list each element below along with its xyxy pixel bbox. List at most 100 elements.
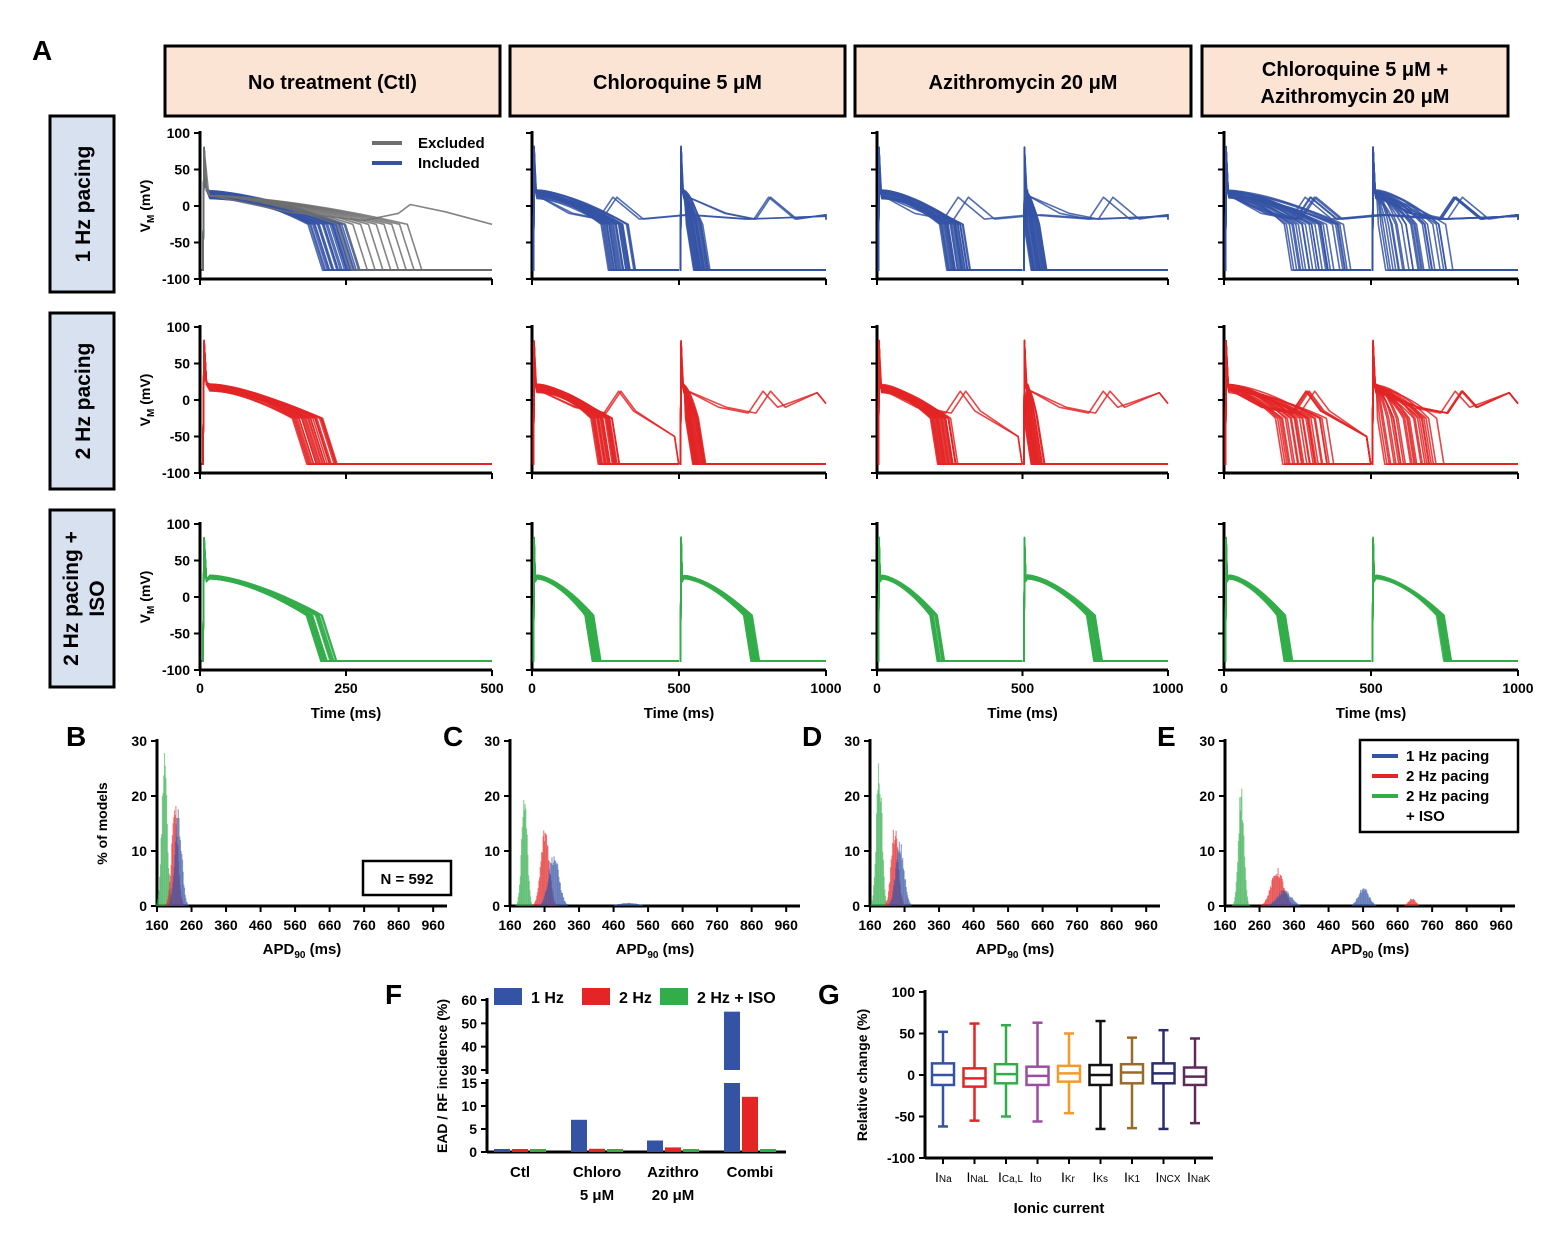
bar	[647, 1140, 663, 1152]
ap-trace	[1224, 536, 1371, 662]
y-tick-label: 0	[907, 1067, 915, 1083]
ap-trace	[532, 151, 679, 271]
histogram-series	[539, 856, 568, 906]
histogram-bar	[1235, 882, 1237, 906]
histogram-bar	[1366, 890, 1368, 906]
box-to	[1025, 1021, 1050, 1123]
ap-trace	[1371, 541, 1518, 662]
trace-group	[201, 146, 493, 271]
histogram-bar	[543, 899, 545, 906]
histogram-bar	[1280, 894, 1282, 906]
ead-trace	[1371, 342, 1519, 465]
n-label-box	[361, 859, 453, 897]
histogram-bar	[539, 867, 541, 906]
histogram-bar	[896, 859, 898, 906]
ap-trace	[877, 346, 1023, 465]
histogram-bar	[632, 903, 634, 906]
histogram-bar	[176, 836, 178, 906]
histogram-bar	[1357, 896, 1360, 906]
x-tick-label: 0	[1220, 680, 1228, 696]
histogram-bar	[560, 890, 562, 906]
y-tick-label: 40	[461, 1039, 477, 1055]
histogram-bar	[1265, 898, 1267, 906]
histogram-bar	[899, 851, 901, 906]
ap-trace	[201, 342, 492, 465]
histogram-bar	[634, 903, 636, 906]
histogram-bar	[1371, 901, 1373, 906]
ap-trace	[201, 539, 492, 662]
histogram-bar	[880, 802, 882, 906]
ap-trace	[532, 542, 679, 662]
histogram-bar	[1267, 895, 1269, 906]
histogram-bar	[180, 850, 182, 906]
y-tick-label: 60	[461, 992, 477, 1008]
x-axis-label: APD90 (ms)	[976, 941, 1055, 961]
ap-trace	[1224, 148, 1371, 271]
ead-trace	[1371, 148, 1519, 271]
box-label: IKr	[1061, 1169, 1076, 1185]
y-tick-label: 0	[1207, 898, 1215, 914]
histogram-bar	[161, 796, 163, 906]
histogram-bar	[552, 865, 554, 906]
ap-trace	[1023, 150, 1168, 271]
y-tick-label: 50	[174, 162, 190, 178]
histogram-bar	[173, 817, 175, 906]
histogram-bar	[540, 861, 542, 906]
y-tick-label: 10	[844, 843, 860, 859]
x-tick-label: 260	[180, 917, 204, 933]
ap-trace	[532, 541, 679, 662]
ap-trace	[532, 152, 679, 271]
histogram-bar	[1359, 893, 1361, 906]
histogram-bar	[892, 890, 894, 906]
histogram-bar	[546, 886, 548, 906]
ap-trace	[1371, 146, 1518, 271]
trace-group	[1224, 145, 1519, 271]
histogram-bar	[901, 860, 903, 906]
row-labels: 1 Hz pacing 2 Hz pacing 2 Hz pacing + ISO	[48, 114, 116, 689]
histogram-bar	[1292, 898, 1294, 906]
histogram-bar	[1415, 902, 1417, 906]
x-tick-label: 360	[214, 917, 238, 933]
y-axis-label: VM (mV)	[137, 571, 157, 624]
histogram-bar	[521, 839, 523, 906]
legend-swatch	[494, 988, 522, 1005]
panel-label-b: B	[66, 721, 86, 752]
histogram-bar	[618, 904, 620, 906]
histogram-bar	[519, 876, 521, 906]
histogram-bar	[1270, 887, 1272, 906]
y-axis-label: EAD / RF incidence (%)	[434, 999, 450, 1153]
ap-trace	[1023, 347, 1168, 465]
y-tick-label: 50	[174, 356, 190, 372]
histogram-bar	[1275, 876, 1277, 906]
x-tick-label: 260	[1248, 917, 1272, 933]
ap-trace	[877, 152, 1023, 271]
ap-trace	[201, 539, 492, 662]
histogram-bar	[633, 903, 635, 906]
y-tick-label: 10	[1199, 843, 1215, 859]
ap-trace	[201, 541, 492, 662]
y-tick-label: 30	[844, 733, 860, 749]
legend-label: + ISO	[1406, 808, 1445, 825]
histogram-bar	[168, 903, 170, 906]
histogram-bar	[627, 903, 629, 906]
ap-trace	[201, 344, 492, 465]
histogram-bar	[172, 883, 174, 906]
histogram-bar	[889, 881, 891, 906]
histogram-bar	[544, 832, 546, 906]
histogram-bar	[1237, 862, 1239, 906]
column-header-text: Azithromycin 20 μM	[1261, 86, 1450, 108]
histogram-bar	[614, 904, 616, 906]
y-tick-label: 20	[484, 788, 500, 804]
histogram-series	[1404, 898, 1419, 906]
row-label-text: ISO	[86, 580, 109, 616]
ap-trace	[877, 538, 1023, 662]
histogram-bar	[1246, 889, 1248, 906]
histogram-bar	[1236, 871, 1238, 906]
histogram-bar	[161, 834, 163, 906]
ap-trace	[532, 539, 679, 662]
histogram-bar	[626, 903, 628, 906]
histogram-bar	[1352, 904, 1354, 906]
histogram-bar	[893, 843, 895, 906]
histogram-bar	[168, 868, 170, 906]
legend-label: 2 Hz + ISO	[697, 990, 776, 1007]
